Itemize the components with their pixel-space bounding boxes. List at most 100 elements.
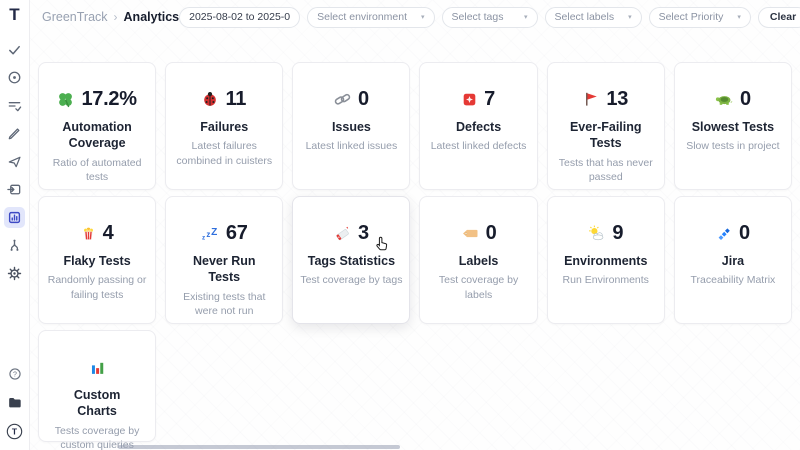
bar-chart-icon (89, 359, 106, 376)
widget-subtitle: Randomly passing or failing tests (47, 274, 147, 301)
widget-card-ever-failing-tests[interactable]: 13 Ever-Failing Tests Tests that has nev… (546, 62, 665, 190)
widget-value: 17.2% (81, 87, 137, 110)
filter-bar: 2025-08-02 to 2025-0 Select environment … (179, 6, 800, 28)
widget-subtitle: Latest linked issues (305, 140, 398, 153)
widget-title: Failures (200, 120, 249, 134)
clear-filters-button[interactable]: Clear (757, 6, 800, 28)
widget-title: Tags Statistics (307, 254, 396, 268)
sidebar-item-test-plans[interactable] (4, 95, 25, 116)
horizontal-scrollbar[interactable] (118, 445, 400, 449)
widget-value: 0 (739, 87, 751, 110)
widget-card-labels[interactable]: 0 Labels Test coverage by labels (419, 196, 538, 324)
sidebar-item-edit[interactable] (4, 123, 25, 144)
widget-value: 13 (606, 87, 629, 110)
environment-select[interactable]: Select environment ▾ (307, 6, 435, 28)
widget-title: Slowest Tests (691, 120, 775, 134)
widget-subtitle: Run Environments (562, 274, 649, 287)
widget-title: Defects (455, 120, 502, 134)
svg-text:z: z (206, 230, 210, 239)
widget-card-automation-coverage[interactable]: 17.2% Automation Coverage Ratio of autom… (38, 62, 157, 190)
widget-value: 67 (225, 221, 248, 244)
widget-card-jira[interactable]: 0 Jira Traceability Matrix (673, 196, 792, 324)
widget-value: 0 (485, 221, 497, 244)
breadcrumb-separator: › (113, 10, 118, 24)
sun-cloud-icon (588, 225, 605, 241)
chevron-down-icon: ▾ (421, 14, 425, 21)
ladybug-icon (202, 91, 218, 107)
app-logo[interactable]: T (9, 5, 20, 24)
widget-title: Ever-Failing Tests (569, 120, 642, 151)
widget-subtitle: Slow tests in project (686, 140, 780, 153)
svg-text:z: z (202, 234, 205, 241)
widget-card-flaky-tests[interactable]: 4 Flaky Tests Randomly passing or failin… (38, 196, 157, 324)
list-check-icon (7, 98, 22, 113)
chevron-down-icon: ▾ (737, 14, 741, 21)
environment-select-label: Select environment (317, 11, 408, 23)
widget-value: 4 (102, 221, 114, 244)
svg-text:Z: Z (211, 227, 217, 238)
sidebar-item-runs[interactable] (4, 67, 25, 88)
widget-value: 9 (612, 221, 624, 244)
sidebar-item-settings[interactable] (4, 263, 25, 284)
widget-value: 11 (225, 87, 247, 110)
widget-title: Flaky Tests (63, 254, 131, 268)
labels-select[interactable]: Select labels ▾ (544, 6, 642, 28)
sidebar-item-import[interactable] (4, 179, 25, 200)
widget-card-slowest-tests[interactable]: 0 Slowest Tests Slow tests in project (673, 62, 792, 190)
svg-text:T: T (12, 427, 18, 437)
sidebar-item-analytics[interactable] (4, 207, 25, 228)
branch-icon (7, 238, 22, 253)
header: GreenTrack › Analytics 2025-08-02 to 202… (30, 0, 800, 34)
widget-value: 0 (357, 87, 369, 110)
breadcrumb-project[interactable]: GreenTrack (42, 10, 108, 24)
check-icon (7, 42, 22, 57)
widget-card-failures[interactable]: 11 Failures Latest failures combined in … (165, 62, 284, 190)
widget-title: Automation Coverage (62, 120, 132, 151)
sidebar: T ? (0, 0, 30, 450)
sidebar-item-results[interactable] (4, 39, 25, 60)
import-box-icon (7, 182, 22, 197)
bookmark-icon (334, 225, 351, 242)
pencil-icon (7, 126, 22, 141)
sidebar-item-publish[interactable] (4, 151, 25, 172)
widget-card-defects[interactable]: 7 Defects Latest linked defects (419, 62, 538, 190)
widget-subtitle: Latest linked defects (430, 140, 527, 153)
widget-subtitle: Tests that has never passed (558, 156, 653, 184)
chevron-down-icon: ▾ (524, 14, 528, 21)
widget-value: 7 (484, 87, 495, 110)
widget-title: Custom Charts (73, 388, 121, 419)
analytics-chart-icon (7, 210, 22, 225)
label-icon (461, 226, 479, 241)
sidebar-item-branches[interactable] (4, 235, 25, 256)
widget-card-tags-statistics[interactable]: 3 Tags Statistics Test coverage by tags (292, 196, 411, 324)
date-range-input[interactable]: 2025-08-02 to 2025-0 (179, 6, 301, 28)
sidebar-item-help[interactable]: ? (4, 363, 25, 384)
tags-select-label: Select tags (451, 11, 504, 23)
gear-icon (7, 266, 22, 281)
widget-card-custom-charts[interactable]: Custom Charts Tests coverage by custom q… (38, 330, 157, 450)
widget-subtitle: Traceability Matrix (690, 274, 776, 287)
priority-select[interactable]: Select Priority ▾ (648, 6, 751, 28)
widget-title: Environments (564, 254, 648, 268)
widget-subtitle: Existing tests that were not run (183, 290, 266, 318)
help-icon: ? (8, 367, 22, 381)
sidebar-item-projects[interactable] (4, 392, 25, 413)
widget-subtitle: Tests coverage by custom quieries (54, 424, 140, 450)
avatar-t-icon: T (6, 423, 23, 440)
widget-card-issues[interactable]: 0 Issues Latest linked issues (292, 62, 411, 190)
labels-select-label: Select labels (554, 11, 615, 23)
sidebar-nav (4, 39, 25, 284)
widget-card-environments[interactable]: 9 Environments Run Environments (546, 196, 665, 324)
widget-title: Labels (458, 254, 499, 268)
run-circle-icon (7, 70, 22, 85)
tags-select[interactable]: Select tags ▾ (441, 6, 538, 28)
widget-value: 3 (357, 221, 369, 244)
flag-icon (583, 91, 599, 107)
turtle-icon (715, 92, 733, 107)
svg-text:?: ? (13, 371, 17, 378)
widget-subtitle: Latest failures combined in cuisters (176, 140, 273, 167)
link-icon (334, 91, 351, 108)
user-avatar[interactable]: T (4, 421, 25, 442)
